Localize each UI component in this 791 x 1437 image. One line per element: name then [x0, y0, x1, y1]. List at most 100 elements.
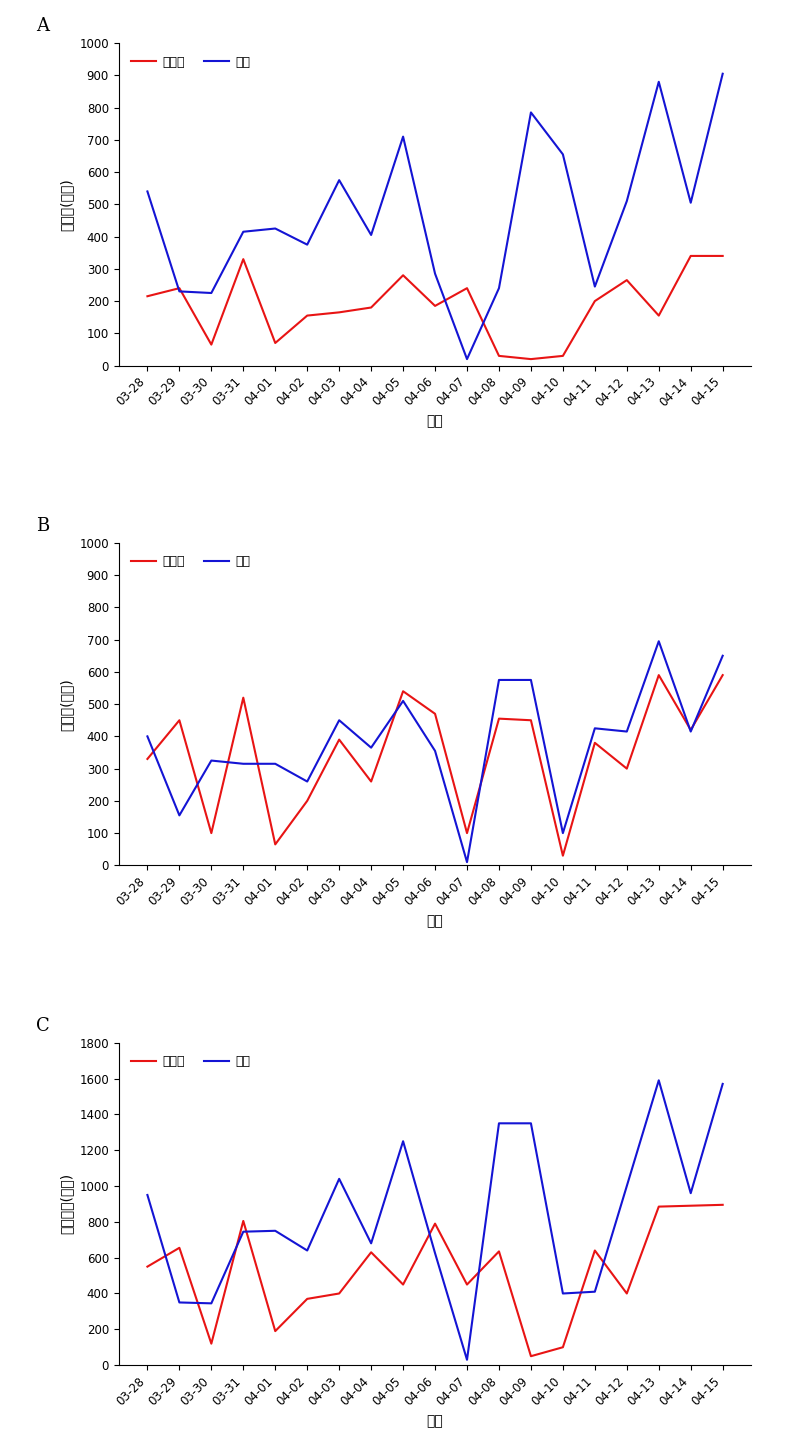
공급 [686, 194, 695, 211]
공급 [654, 632, 664, 650]
공급 [590, 720, 600, 737]
공급 [175, 806, 184, 823]
Line: 공급: 공급 [147, 641, 723, 862]
미공급 [430, 1216, 440, 1233]
미공급 [142, 1257, 152, 1275]
공급 [526, 1115, 536, 1132]
공급 [271, 756, 280, 773]
공급 [686, 1184, 695, 1201]
공급 [206, 1295, 216, 1312]
미공급 [654, 308, 664, 325]
미공급 [494, 348, 504, 365]
공급 [142, 727, 152, 744]
미공급 [686, 721, 695, 739]
공급 [686, 723, 695, 740]
공급 [494, 1115, 504, 1132]
미공급 [239, 690, 248, 707]
공급 [430, 743, 440, 760]
공급 [462, 351, 471, 368]
공급 [718, 1075, 728, 1092]
미공급 [654, 667, 664, 684]
미공급 [271, 1322, 280, 1339]
X-axis label: 날짜: 날짜 [426, 1414, 444, 1428]
미공급 [718, 667, 728, 684]
미공급 [366, 773, 376, 790]
공급 [335, 1170, 344, 1187]
미공급 [335, 303, 344, 320]
공급 [654, 1072, 664, 1089]
미공급 [142, 287, 152, 305]
미공급 [590, 1242, 600, 1259]
미공급 [302, 792, 312, 809]
공급 [462, 854, 471, 871]
미공급 [686, 1197, 695, 1214]
공급 [590, 277, 600, 295]
미공급 [206, 1335, 216, 1352]
Y-axis label: 총활동수(마리): 총활동수(마리) [59, 1174, 74, 1234]
미공급 [366, 1243, 376, 1260]
Legend: 미공급, 공급: 미공급, 공급 [125, 1049, 256, 1075]
미공급 [462, 280, 471, 297]
공급 [335, 711, 344, 729]
Line: 미공급: 미공급 [147, 675, 723, 855]
미공급 [335, 731, 344, 749]
미공급 [399, 683, 408, 700]
미공급 [654, 1198, 664, 1216]
공급 [142, 182, 152, 200]
공급 [494, 280, 504, 297]
미공급 [622, 760, 631, 777]
미공급 [430, 297, 440, 315]
미공급 [302, 1290, 312, 1308]
공급 [366, 739, 376, 756]
미공급 [494, 1243, 504, 1260]
공급 [142, 1187, 152, 1204]
공급 [430, 1244, 440, 1262]
공급 [622, 723, 631, 740]
공급 [175, 1293, 184, 1311]
공급 [590, 1283, 600, 1300]
공급 [175, 283, 184, 300]
공급 [718, 65, 728, 82]
미공급 [558, 348, 568, 365]
미공급 [399, 267, 408, 285]
공급 [366, 227, 376, 244]
Legend: 미공급, 공급: 미공급, 공급 [125, 549, 256, 575]
미공급 [239, 250, 248, 267]
Y-axis label: 입소수(마리): 입소수(마리) [60, 178, 74, 231]
공급 [718, 647, 728, 664]
미공급 [526, 1348, 536, 1365]
미공급 [494, 710, 504, 727]
공급 [526, 103, 536, 121]
공급 [302, 1242, 312, 1259]
공급 [239, 756, 248, 773]
공급 [399, 693, 408, 710]
미공급 [271, 335, 280, 352]
미공급 [335, 1285, 344, 1302]
미공급 [558, 1339, 568, 1357]
공급 [302, 236, 312, 253]
공급 [271, 1223, 280, 1240]
미공급 [526, 711, 536, 729]
미공급 [399, 1276, 408, 1293]
미공급 [206, 336, 216, 354]
Y-axis label: 쳙소수(마리): 쳙소수(마리) [60, 678, 74, 730]
공급 [239, 223, 248, 240]
미공급 [558, 846, 568, 864]
공급 [206, 285, 216, 302]
공급 [558, 145, 568, 162]
미공급 [175, 711, 184, 729]
미공급 [462, 1276, 471, 1293]
Text: C: C [36, 1017, 50, 1035]
미공급 [206, 825, 216, 842]
미공급 [590, 734, 600, 752]
공급 [654, 73, 664, 91]
미공급 [718, 1196, 728, 1213]
미공급 [462, 825, 471, 842]
미공급 [302, 308, 312, 325]
미공급 [239, 1213, 248, 1230]
미공급 [366, 299, 376, 316]
X-axis label: 날짜: 날짜 [426, 414, 444, 428]
공급 [430, 264, 440, 282]
공급 [366, 1234, 376, 1252]
미공급 [526, 351, 536, 368]
